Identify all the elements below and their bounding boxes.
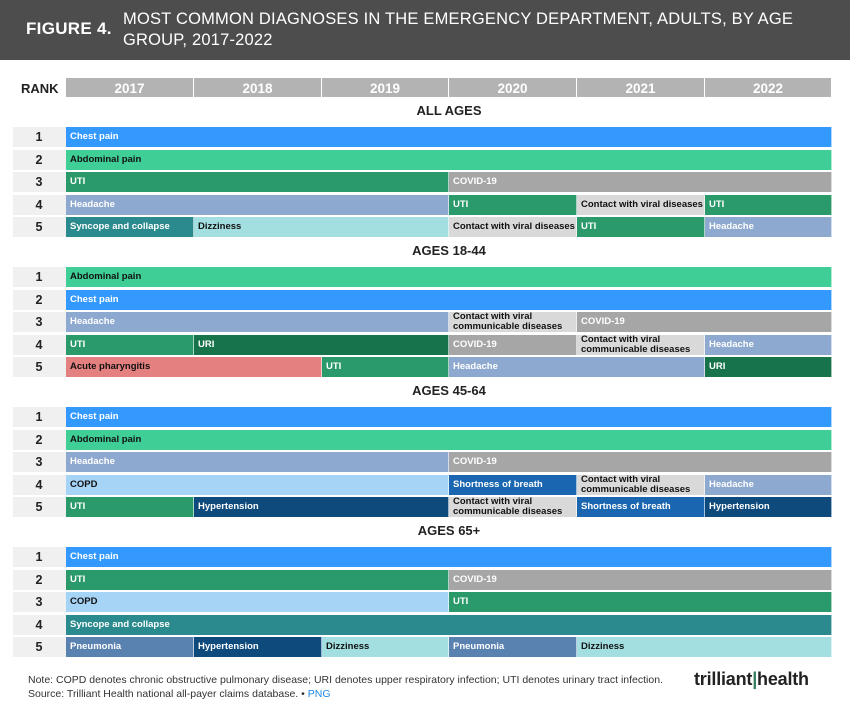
diagnosis-cell-covid-19: COVID-19: [577, 312, 832, 332]
diagnosis-cell-shortness-of-breath: Shortness of breath: [577, 497, 705, 517]
figure-title: MOST COMMON DIAGNOSES IN THE EMERGENCY D…: [123, 10, 794, 49]
figure-label: FIGURE 4.: [26, 19, 112, 38]
diagnosis-cell-contact-with-viral-communicable-diseases: Contact with viral communicable diseases: [449, 497, 577, 517]
diagnosis-cell-copd: COPD: [66, 592, 449, 612]
rank-number: 4: [35, 197, 43, 212]
diagnosis-cell-chest-pain: Chest pain: [66, 547, 832, 567]
rank-number: 3: [35, 315, 43, 329]
diagnosis-cell-contact-with-viral-diseases: Contact with viral diseases: [449, 217, 577, 237]
year-header-2021: 2021: [577, 78, 704, 97]
rank-number: 2: [35, 152, 43, 167]
rank-number: 2: [35, 572, 43, 587]
rank-number: 4: [35, 337, 43, 352]
diagnosis-cell-hypertension: Hypertension: [194, 637, 322, 657]
diagnosis-cell-uti: UTI: [66, 172, 449, 192]
logo-text-health: health: [757, 669, 809, 689]
diagnosis-cell-dizziness: Dizziness: [322, 637, 449, 657]
diagnosis-cell-headache: Headache: [66, 194, 449, 215]
diagnosis-cell-covid-19: COVID-19: [449, 452, 832, 472]
rank-number: 5: [35, 360, 43, 374]
diagnosis-cell-headache: Headache: [705, 334, 832, 355]
diagnosis-cell-abdominal-pain: Abdominal pain: [66, 267, 832, 287]
diagnosis-cell-covid-19: COVID-19: [449, 334, 577, 355]
bullet-separator: •: [301, 688, 305, 700]
diagnosis-cell-uti: UTI: [577, 217, 705, 237]
diagnosis-cell-contact-with-viral-diseases: Contact with viral diseases: [577, 194, 705, 215]
diagnosis-cell-uti: UTI: [66, 497, 194, 517]
rank-number: 5: [35, 220, 43, 234]
diagnosis-cell-headache: Headache: [66, 452, 449, 472]
diagnosis-cell-abdominal-pain: Abdominal pain: [66, 429, 832, 450]
year-header-2018: 2018: [194, 78, 321, 97]
diagnosis-cell-hypertension: Hypertension: [705, 497, 832, 517]
source-text: Source: Trilliant Health national all-pa…: [28, 688, 299, 700]
diagnosis-cell-covid-19: COVID-19: [449, 569, 832, 590]
diagnosis-cell-uti: UTI: [705, 194, 832, 215]
rank-number: 1: [35, 130, 43, 144]
rank-number: 2: [35, 292, 43, 307]
rank-number: 4: [35, 617, 43, 632]
rank-number: 1: [35, 550, 43, 564]
diagnosis-cell-uti: UTI: [322, 357, 449, 377]
diagnosis-cell-dizziness: Dizziness: [194, 217, 449, 237]
rank-number: 2: [35, 432, 43, 447]
diagnosis-cell-headache: Headache: [705, 474, 832, 495]
diagnosis-cell-contact-with-viral-communicable-diseases: Contact with viral communicable diseases: [449, 312, 577, 332]
trilliant-health-logo: trilliant|health: [694, 669, 809, 690]
diagnosis-cell-chest-pain: Chest pain: [66, 289, 832, 310]
logo-text-trilliant: trilliant: [694, 669, 753, 689]
rank-number: 3: [35, 175, 43, 189]
year-header-2020: 2020: [449, 78, 576, 97]
rank-number: 3: [35, 595, 43, 609]
section-title-ages-65: AGES 65+: [417, 523, 481, 538]
diagnosis-cell-uti: UTI: [66, 569, 449, 590]
year-header-2017: 2017: [66, 78, 193, 97]
rank-number: 1: [35, 410, 43, 424]
diagnosis-cell-chest-pain: Chest pain: [66, 407, 832, 427]
diagnosis-cell-pneumonia: Pneumonia: [449, 637, 577, 657]
section-title-ages-45-64: AGES 45-64: [412, 383, 486, 398]
year-header-2019: 2019: [322, 78, 448, 97]
rank-number: 3: [35, 455, 43, 469]
diagnosis-cell-uri: URI: [705, 357, 832, 377]
rank-number: 4: [35, 477, 43, 492]
source-line: Source: Trilliant Health national all-pa…: [28, 688, 331, 700]
diagnosis-cell-headache: Headache: [66, 312, 449, 332]
diagnosis-cell-contact-with-viral-communicable-diseases: Contact with viral communicable diseases: [577, 474, 705, 495]
diagnosis-cell-covid-19: COVID-19: [449, 172, 832, 192]
diagnosis-cell-headache: Headache: [705, 217, 832, 237]
diagnosis-cell-pneumonia: Pneumonia: [66, 637, 194, 657]
diagnosis-cell-copd: COPD: [66, 474, 449, 495]
logo-mark-icon: |: [752, 669, 758, 689]
diagnosis-cell-chest-pain: Chest pain: [66, 127, 832, 147]
diagnosis-cell-dizziness: Dizziness: [577, 637, 832, 657]
diagnosis-cell-shortness-of-breath: Shortness of breath: [449, 474, 577, 495]
year-header-2022: 2022: [705, 78, 831, 97]
diagnosis-cell-uti: UTI: [449, 194, 577, 215]
diagnosis-cell-contact-with-viral-communicable-diseases: Contact with viral communicable diseases: [577, 334, 705, 355]
diagnosis-cell-uti: UTI: [66, 334, 194, 355]
rank-number: 5: [35, 640, 43, 654]
rank-number: 1: [35, 270, 43, 284]
diagnosis-cell-abdominal-pain: Abdominal pain: [66, 149, 832, 170]
diagnosis-cell-syncope-and-collapse: Syncope and collapse: [66, 217, 194, 237]
title-banner: FIGURE 4. MOST COMMON DIAGNOSES IN THE E…: [0, 0, 850, 60]
diagnosis-cell-uri: URI: [194, 334, 449, 355]
diagnosis-cell-uti: UTI: [449, 592, 832, 612]
png-link[interactable]: PNG: [307, 688, 331, 700]
diagnosis-cell-hypertension: Hypertension: [194, 497, 449, 517]
diagnosis-cell-headache: Headache: [449, 357, 705, 377]
section-title-all-ages: ALL AGES: [416, 103, 482, 118]
footnote: Note: COPD denotes chronic obstructive p…: [28, 674, 663, 686]
section-title-ages-18-44: AGES 18-44: [412, 243, 486, 258]
rank-number: 5: [35, 500, 43, 514]
diagnosis-cell-syncope-and-collapse: Syncope and collapse: [66, 614, 832, 635]
diagnosis-cell-acute-pharyngitis: Acute pharyngitis: [66, 357, 322, 377]
rank-column-header: RANK: [21, 81, 59, 96]
